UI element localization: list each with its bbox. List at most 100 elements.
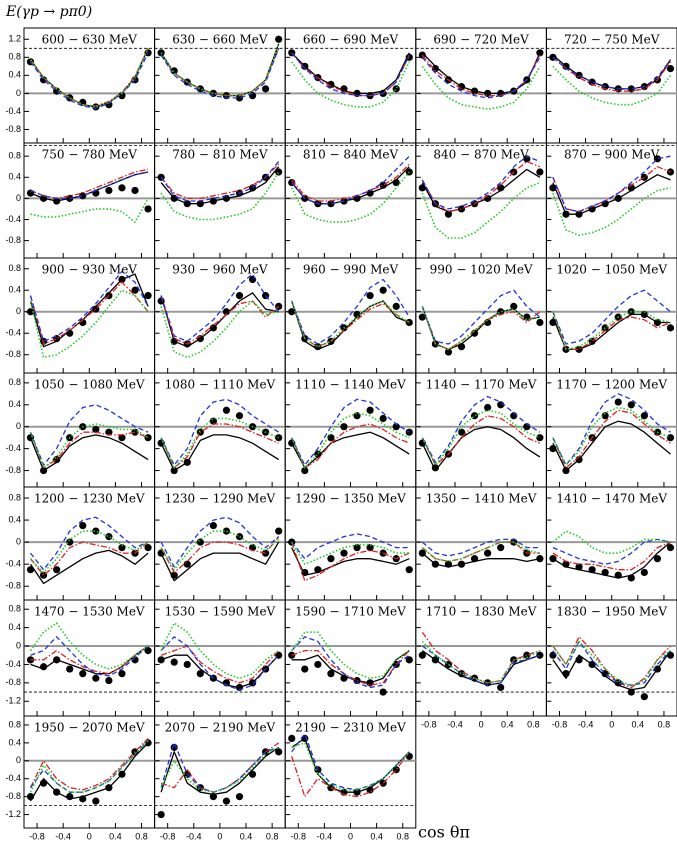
panel-title: 750 − 780 MeV [42,148,138,162]
y-tick-label: 0 [16,640,21,650]
y-tick-label: 0.8 [8,492,21,502]
model-curve [29,48,149,108]
data-point [288,308,296,316]
data-point [235,793,244,801]
data-point [222,308,231,316]
model-curve [160,746,280,796]
model-curve [160,536,280,574]
data-point [144,544,152,552]
y-tick-label: 0 [16,306,21,316]
x-tick-label: -0.8 [291,831,307,841]
model-curve [291,431,410,469]
panel-title: 660 − 690 MeV [303,33,399,47]
model-curve [30,645,149,675]
model-curve [290,412,410,469]
data-point [627,688,635,696]
data-point [497,683,505,692]
model-curve [29,281,149,345]
data-point [209,521,217,530]
data-point [470,412,479,420]
model-curve [421,65,541,110]
data-point [457,428,466,436]
data-point [392,85,400,93]
x-tick-label: -0.8 [552,719,568,729]
panel-title: 1110 − 1140 MeV [295,378,406,392]
model-curve [421,155,541,210]
data-point [105,533,113,541]
model-curve [29,740,149,793]
y-tick-label: -0.8 [5,124,21,134]
model-curve [421,289,541,345]
x-tick-label: 0.4 [109,831,122,841]
model-curve [291,398,410,466]
data-point [66,665,74,673]
data-point [118,544,126,552]
y-tick-label: -0.4 [5,773,21,783]
panel-title: 780 − 810 MeV [172,148,268,162]
data-point [523,651,531,659]
model-curve [552,420,671,472]
panel-title: 930 − 960 MeV [172,263,268,277]
model-curve [552,409,671,469]
model-curve [160,434,280,472]
y-tick-label: 0.4 [8,399,21,409]
y-tick-label: -0.4 [5,328,21,338]
y-tick-label: -0.8 [5,465,21,475]
data-point [379,688,387,696]
data-point [131,186,139,195]
model-curve [291,631,410,680]
data-point [497,544,505,552]
model-curve [421,168,541,213]
panel-title: 870 − 900 MeV [564,148,660,162]
data-point [666,64,675,73]
panel-title: 1050 − 1080 MeV [34,378,145,392]
model-curve [552,174,671,215]
model-curve [291,423,410,469]
model-curve [160,516,280,568]
y-tick-label: 0.4 [8,514,21,524]
panel-title: 1950 − 2070 MeV [34,721,145,735]
data-point [66,538,74,546]
model-curve [160,417,280,469]
model-curve [291,155,410,205]
data-point [288,734,296,743]
model-curve [421,426,541,472]
y-tick-label: 0.4 [8,285,21,295]
panel-title: 1140 − 1170 MeV [426,378,537,392]
x-tick-label: -0.4 [447,719,463,729]
model-curve [421,181,541,239]
y-tick-label: 0.4 [8,737,21,747]
data-point [196,670,204,678]
y-tick-label: 0.8 [8,263,21,273]
model-curve [290,171,410,223]
x-tick-label: 0.8 [135,831,148,841]
y-tick-label: 0 [16,536,21,546]
data-point [222,797,231,805]
y-tick-label: -1.2 [5,696,21,706]
model-curve [552,166,671,213]
data-point [510,302,518,310]
model-curve [160,292,279,348]
x-tick-label: 0 [87,831,92,841]
data-point [444,210,453,218]
data-point [366,544,374,552]
model-curve [29,273,149,348]
model-curve [291,742,410,791]
data-point [392,423,400,431]
y-tick-label: -0.4 [5,214,21,224]
model-curve [160,161,280,202]
model-curve [552,640,671,686]
model-curve [552,187,671,237]
model-curve [421,640,541,684]
model-curve [552,541,671,579]
data-point [418,313,426,321]
data-point [353,544,361,552]
y-axis-label: E(γp → pπ0) [5,4,92,20]
model-curve [29,431,149,469]
data-point [666,544,675,552]
data-point [92,674,100,682]
model-curve [30,168,149,200]
model-curve [552,289,671,345]
model-curve [421,415,541,466]
model-curve [552,155,671,213]
